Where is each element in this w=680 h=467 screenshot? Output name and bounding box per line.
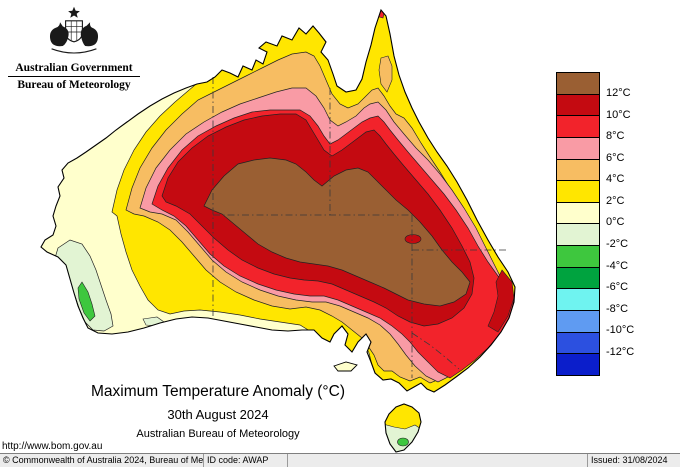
legend-tick-label: 2°C [606,195,625,207]
legend-tick-label: -6°C [606,281,629,293]
legend-band-neg2-0 [557,224,599,247]
legend-band-8-10 [557,116,599,138]
emu-icon [80,22,99,47]
kangaroo-icon [49,22,69,47]
mainland-fill-group [41,10,515,392]
gov-title: Australian Government [15,62,133,74]
legend-band-below-neg12 [557,354,599,375]
region-neg4-neg2c-spot [77,281,96,322]
bureau-title: Bureau of Meteorology [17,79,131,91]
legend-band-above-12 [557,73,599,95]
legend-band-neg6-neg4 [557,267,599,290]
tasmania-coastline [384,403,422,453]
issued-text: Issued: 31/08/2024 [591,455,668,465]
legend-tick-label: 4°C [606,173,625,185]
tasmania-neg4-neg2c-spot [397,437,409,447]
bom-url: http://www.bom.gov.au [2,441,103,452]
legend-band-neg4-neg2 [557,246,599,268]
status-bar-spacer [288,454,588,467]
legend: 12°C 10°C 8°C 6°C 4°C 2°C 0°C -2°C -4°C … [556,72,674,378]
legend-band-10-12 [557,94,599,117]
commonwealth-star-icon [68,6,80,18]
map-title: Maximum Temperature Anomaly (°C) [91,383,345,400]
legend-tick-label: -8°C [606,303,629,315]
coat-of-arms [49,6,99,54]
map-org: Australian Bureau of Meteorology [136,428,300,440]
legend-tick-label: 8°C [606,130,625,142]
legend-tick-label: -2°C [606,238,629,250]
state-borders [212,77,506,378]
agency-header: Australian Government Bureau of Meteorol… [6,4,142,91]
legend-band-2-4 [557,181,599,203]
legend-tick-label: -4°C [606,260,629,272]
scroll-icon [51,48,97,54]
copyright-text: © Commonwealth of Australia 2024, Bureau… [0,454,204,467]
region-10-12c-coastal-strip [487,269,515,333]
legend-band-neg8-neg6 [557,289,599,312]
status-bar: © Commonwealth of Australia 2024, Bureau… [0,453,680,467]
region-10-12c-inner-spot [404,234,422,244]
region-4-6c-capeyork-spot [378,55,393,93]
map-title-block: Maximum Temperature Anomaly (°C) 30th Au… [38,383,398,440]
legend-tick-label: 12°C [606,87,631,99]
legend-band-4-6 [557,159,599,182]
legend-color-scale [556,72,600,376]
kangaroo-island [333,361,358,372]
region-above-12c [203,157,471,307]
border-nsw-vic [411,332,460,370]
map-date: 30th August 2024 [167,407,269,422]
legend-tick-label: 6°C [606,152,625,164]
legend-tick-label: -10°C [606,324,635,336]
mainland-coastline [40,8,516,393]
legend-tick-label: 0°C [606,216,625,228]
legend-band-0-2 [557,202,599,225]
header-divider [8,76,140,77]
legend-band-neg10-neg8 [557,311,599,333]
legend-tick-label: 10°C [606,109,631,121]
legend-band-6-8 [557,137,599,160]
shield-pattern [65,20,83,41]
legend-band-neg12-neg10 [557,332,599,355]
id-code-text: ID code: AWAP [204,454,288,467]
legend-tick-label: -12°C [606,346,635,358]
